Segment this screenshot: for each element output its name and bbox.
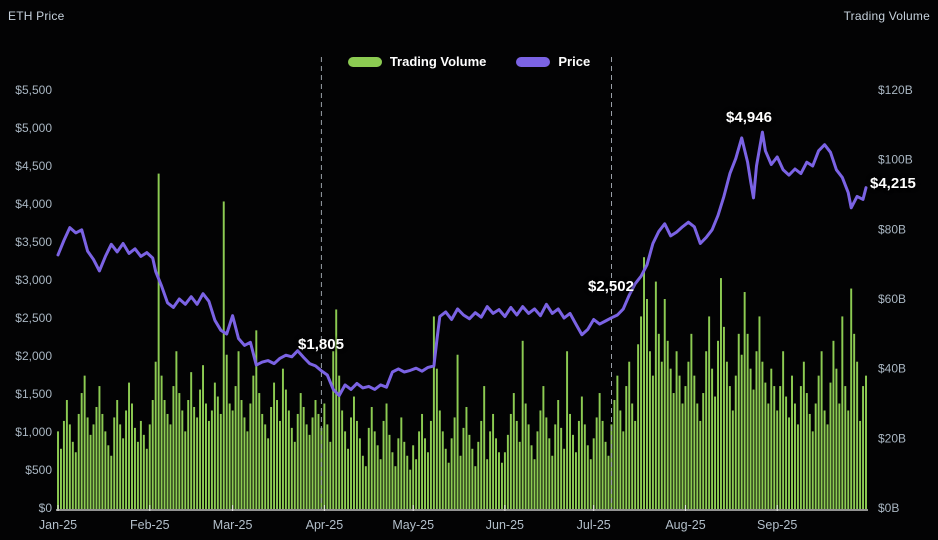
- svg-text:$0B: $0B: [878, 501, 899, 515]
- svg-text:$4,500: $4,500: [15, 159, 52, 173]
- svg-text:Jul-25: Jul-25: [577, 518, 611, 532]
- svg-text:$20B: $20B: [878, 431, 906, 445]
- svg-text:$3,500: $3,500: [15, 235, 52, 249]
- right-axis-title: Trading Volume: [843, 9, 930, 23]
- svg-text:$60B: $60B: [878, 292, 906, 306]
- svg-text:$2,500: $2,500: [15, 311, 52, 325]
- left-axis-title: ETH Price: [8, 9, 65, 23]
- legend-label-price: Price: [558, 54, 591, 69]
- svg-text:Apr-25: Apr-25: [306, 518, 344, 532]
- annotation-price-4946: $4,946: [726, 109, 772, 126]
- svg-text:$0: $0: [39, 501, 53, 515]
- svg-text:$100B: $100B: [878, 153, 913, 167]
- annotation-price-2502: $2,502: [588, 278, 634, 295]
- svg-text:Feb-25: Feb-25: [130, 518, 170, 532]
- legend-label-volume: Trading Volume: [389, 54, 487, 69]
- svg-text:Aug-25: Aug-25: [665, 518, 705, 532]
- svg-text:May-25: May-25: [392, 518, 434, 532]
- svg-text:$3,000: $3,000: [15, 273, 52, 287]
- price-swatch-icon: [516, 56, 551, 67]
- svg-text:Jan-25: Jan-25: [39, 518, 77, 532]
- svg-text:Mar-25: Mar-25: [213, 518, 253, 532]
- svg-text:$500: $500: [25, 463, 52, 477]
- svg-text:$1,500: $1,500: [15, 387, 52, 401]
- svg-text:$4,000: $4,000: [15, 197, 52, 211]
- svg-text:$5,000: $5,000: [15, 121, 52, 135]
- svg-text:$1,000: $1,000: [15, 425, 52, 439]
- svg-text:Sep-25: Sep-25: [757, 518, 797, 532]
- legend-item-price[interactable]: Price: [516, 54, 590, 69]
- svg-text:$120B: $120B: [878, 83, 913, 97]
- annotation-price-4215: $4,215: [870, 175, 916, 192]
- annotation-price-1805: $1,805: [298, 336, 344, 353]
- legend: Trading Volume Price: [0, 54, 938, 69]
- svg-text:$2,000: $2,000: [15, 349, 52, 363]
- legend-item-trading-volume[interactable]: Trading Volume: [347, 54, 487, 69]
- volume-swatch-icon: [347, 56, 382, 67]
- svg-text:$5,500: $5,500: [15, 83, 52, 97]
- svg-text:$40B: $40B: [878, 362, 906, 376]
- svg-text:$80B: $80B: [878, 222, 906, 236]
- svg-text:Jun-25: Jun-25: [486, 518, 524, 532]
